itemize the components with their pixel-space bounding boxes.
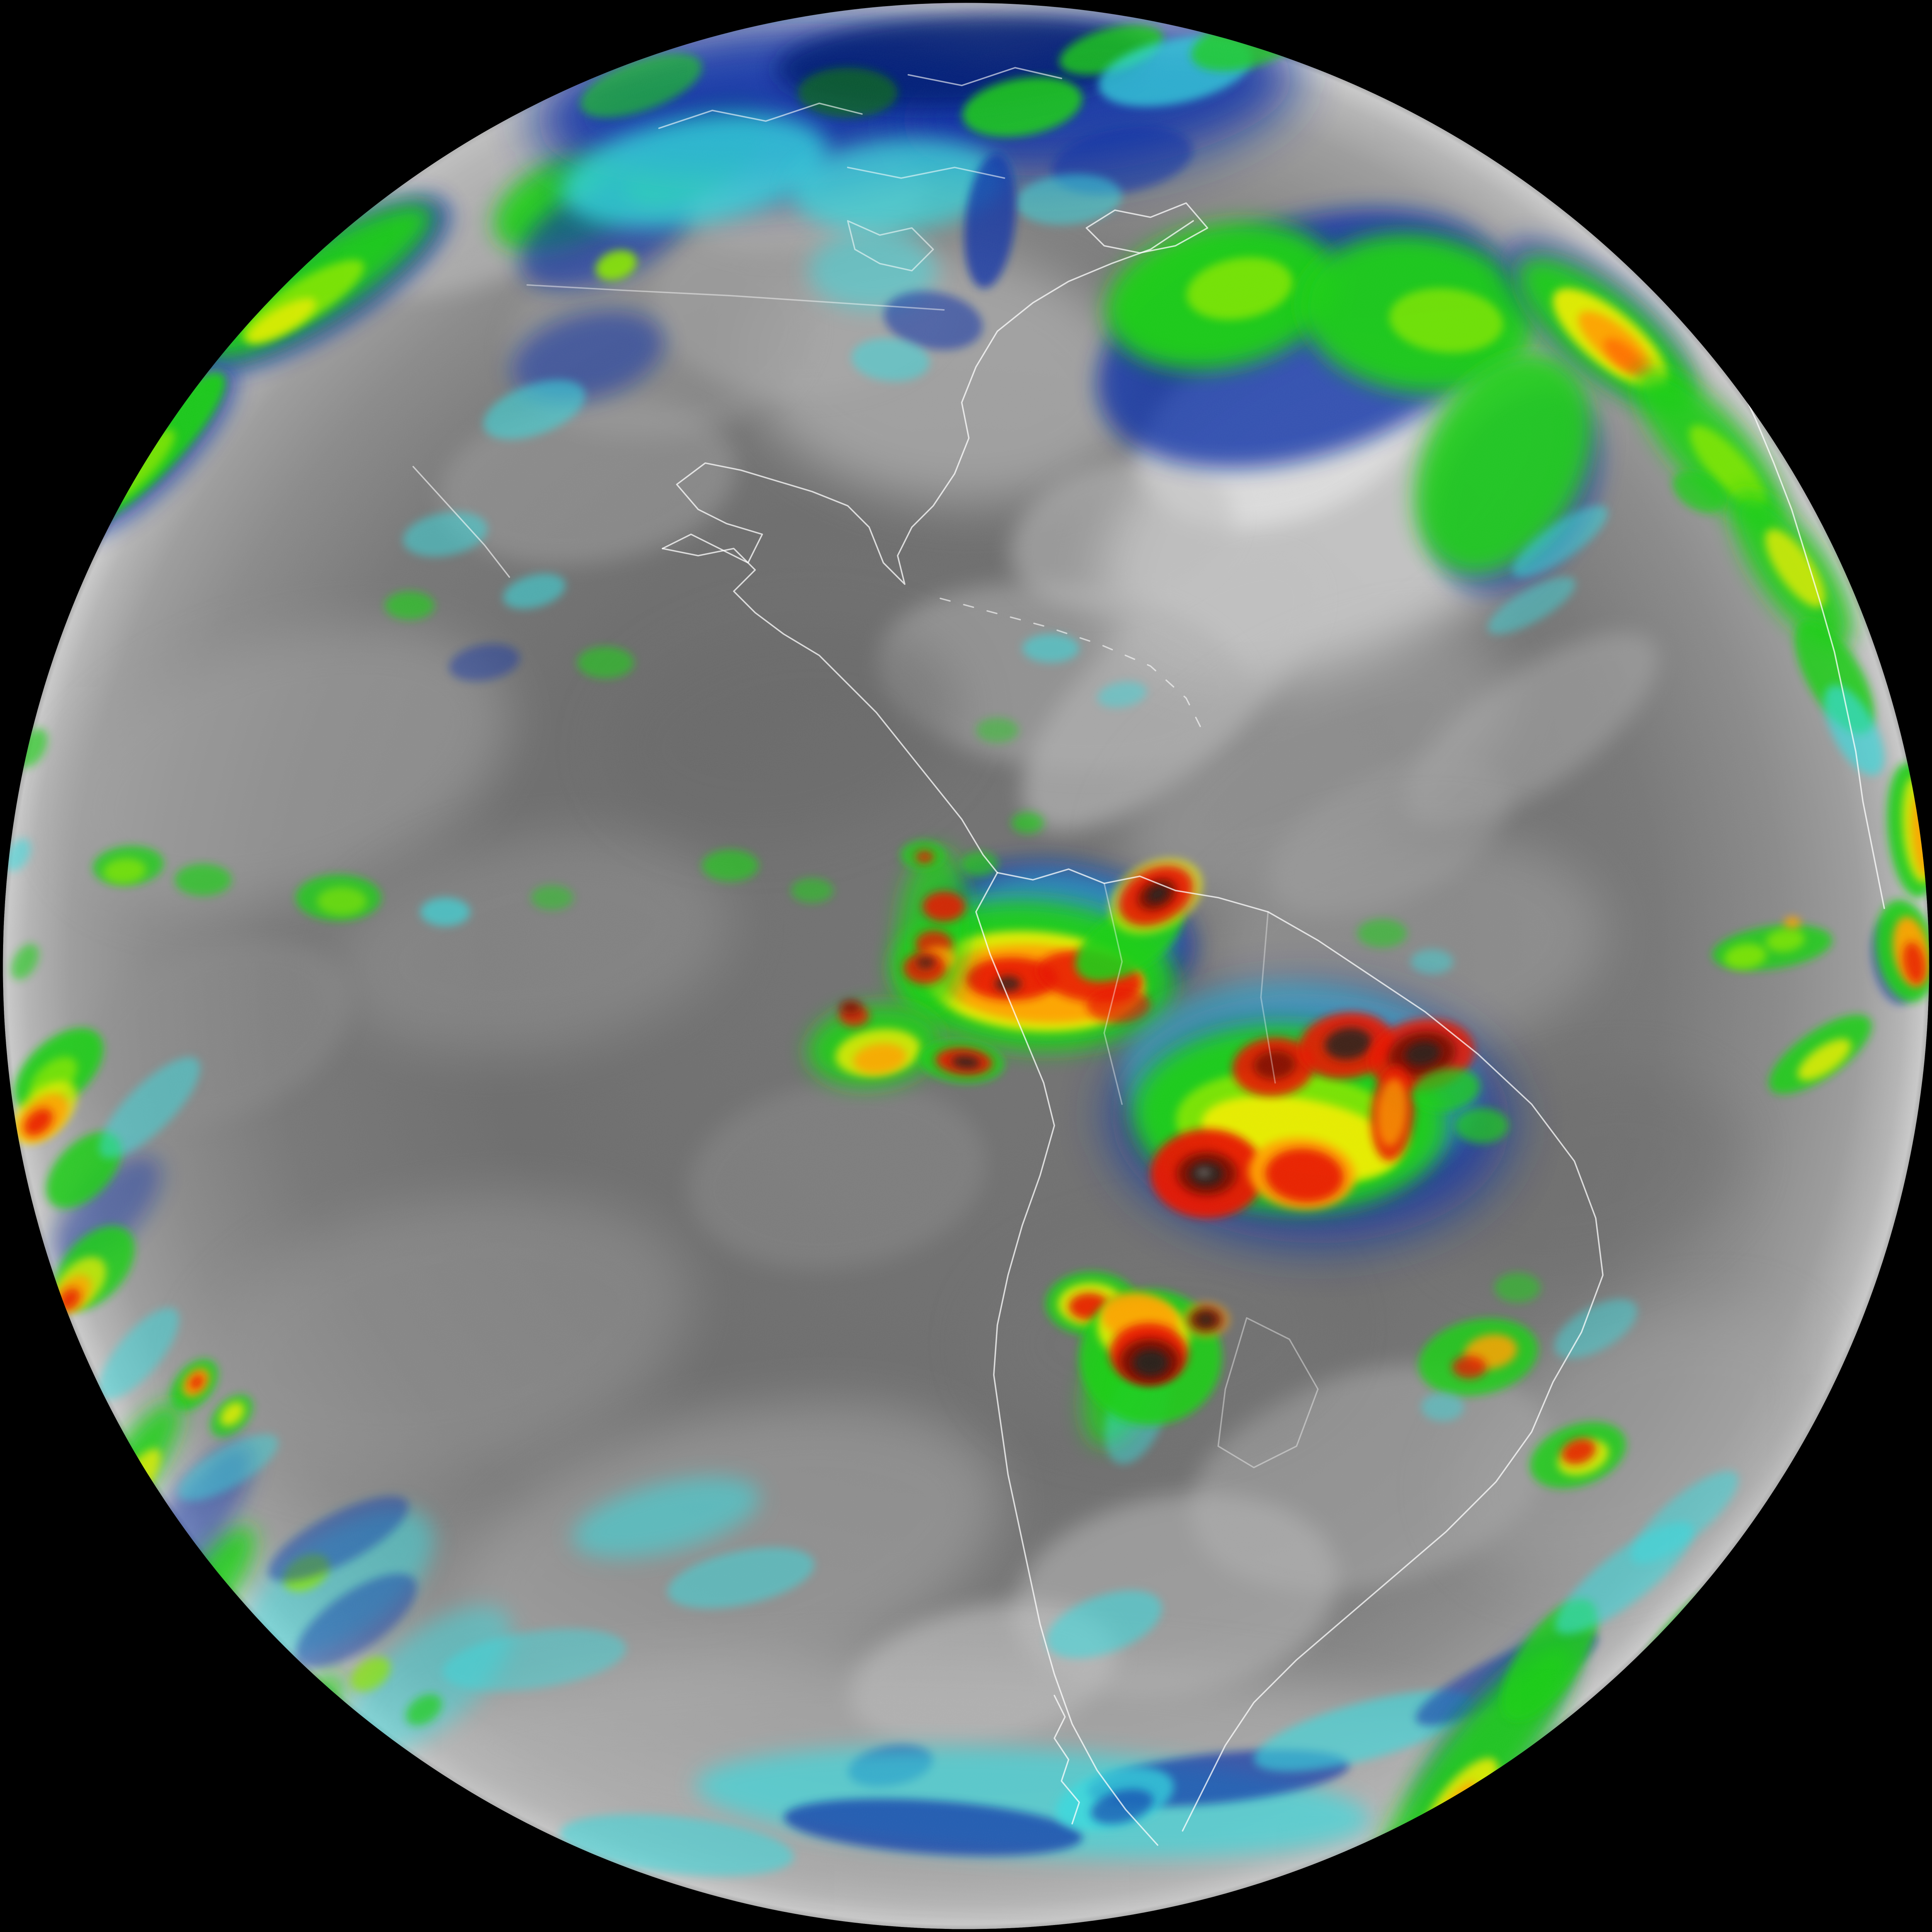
globe [0,0,1932,1932]
grain-texture [0,0,1932,1932]
earth-ir-full-disk-image [0,0,1932,1932]
satellite-full-disk-figure [0,0,1932,1932]
